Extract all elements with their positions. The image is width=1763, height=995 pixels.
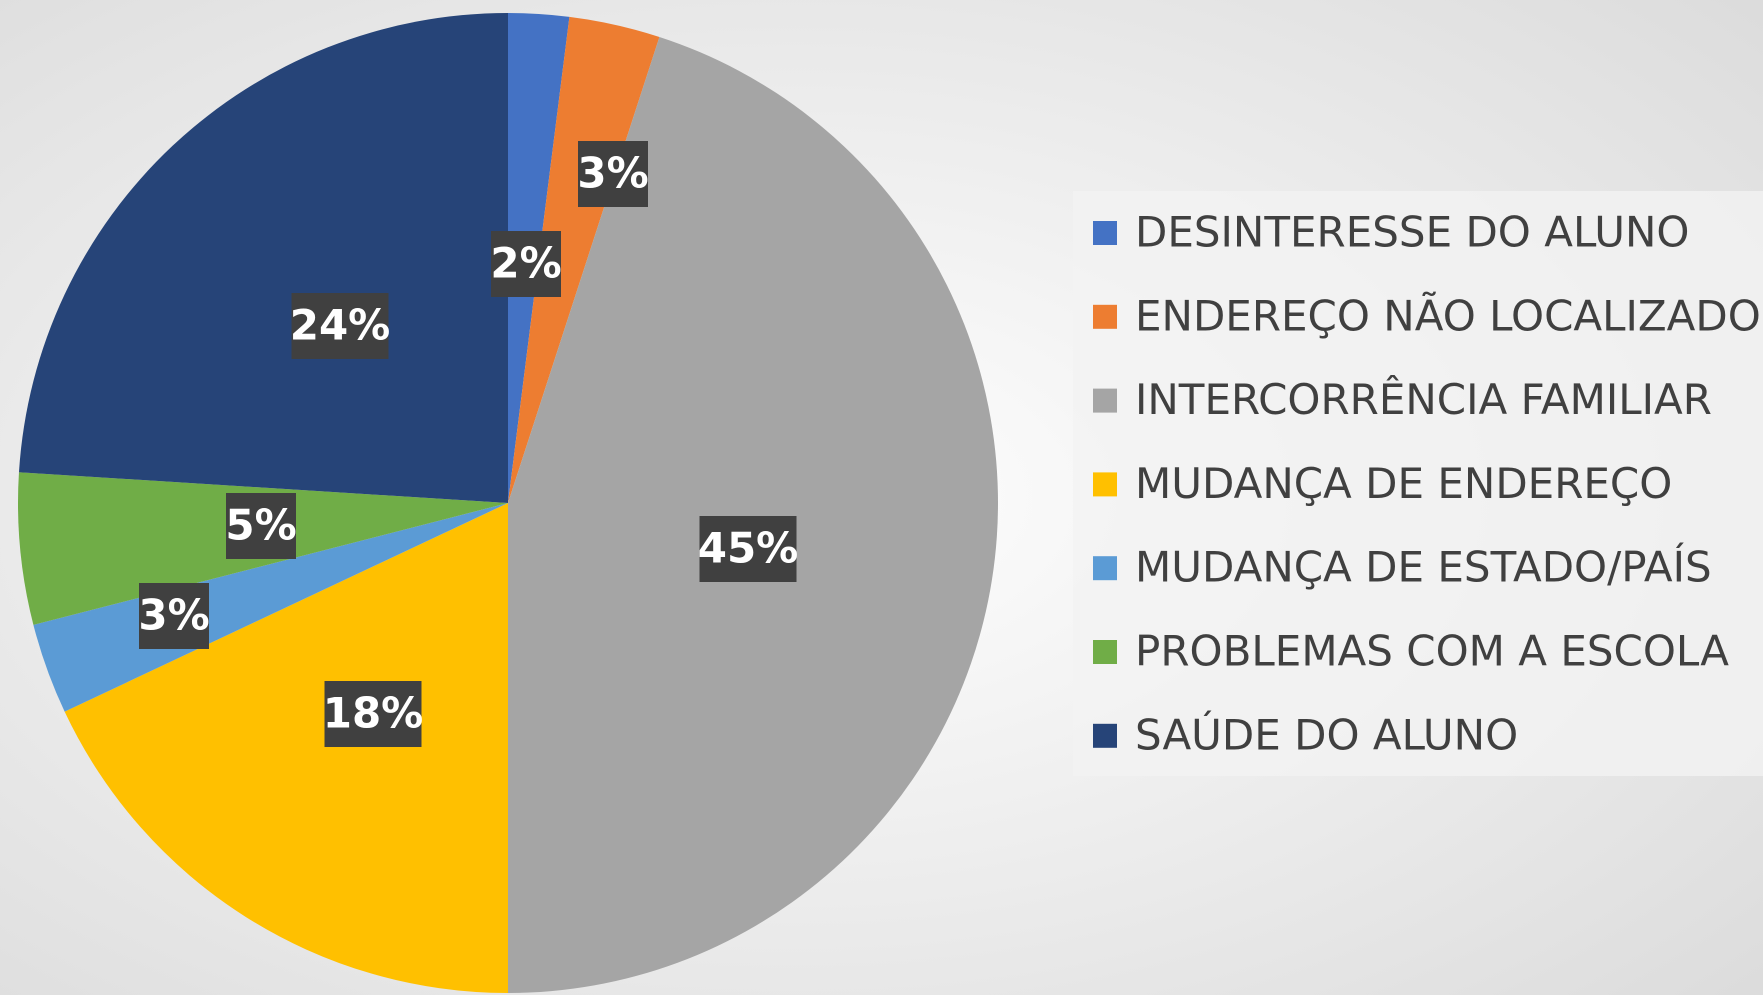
- pie-slice: [508, 16, 660, 503]
- legend-swatch: [1093, 472, 1117, 497]
- data-label: 3%: [138, 591, 209, 640]
- data-label-box: [291, 293, 389, 359]
- data-label-box: [324, 681, 422, 747]
- legend-label: MUDANÇA DE ESTADO/PAÍS: [1135, 542, 1712, 592]
- legend-box: [1073, 191, 1763, 776]
- pie-slice: [64, 503, 509, 993]
- legend-label: SAÚDE DO ALUNO: [1135, 709, 1518, 759]
- data-label: 5%: [225, 501, 296, 550]
- data-label: 18%: [323, 689, 424, 738]
- legend-swatch: [1093, 221, 1117, 245]
- data-label: 3%: [577, 149, 648, 198]
- pie-slice: [508, 36, 998, 994]
- data-label-box: [578, 141, 648, 207]
- legend-label: DESINTERESSE DO ALUNO: [1135, 208, 1689, 257]
- pie-slice: [33, 503, 508, 712]
- legend-swatch: [1093, 556, 1117, 581]
- data-label-box: [699, 516, 797, 582]
- data-label-box: [491, 231, 561, 297]
- legend-label: ENDEREÇO NÃO LOCALIZADO: [1135, 290, 1761, 340]
- legend-label: MUDANÇA DE ENDEREÇO: [1135, 459, 1672, 508]
- legend-swatch: [1093, 304, 1117, 329]
- data-label-box: [226, 493, 296, 559]
- legend-swatch: [1093, 723, 1117, 748]
- data-label-box: [139, 583, 209, 649]
- legend-label: PROBLEMAS COM A ESCOLA: [1135, 627, 1729, 676]
- pie-slice: [18, 13, 508, 503]
- data-label: 45%: [698, 524, 799, 573]
- legend-label: INTERCORRÊNCIA FAMILIAR: [1135, 374, 1712, 424]
- data-label: 2%: [490, 239, 561, 288]
- legend-swatch: [1093, 388, 1117, 413]
- legend-swatch: [1093, 640, 1117, 664]
- data-label: 24%: [290, 301, 391, 350]
